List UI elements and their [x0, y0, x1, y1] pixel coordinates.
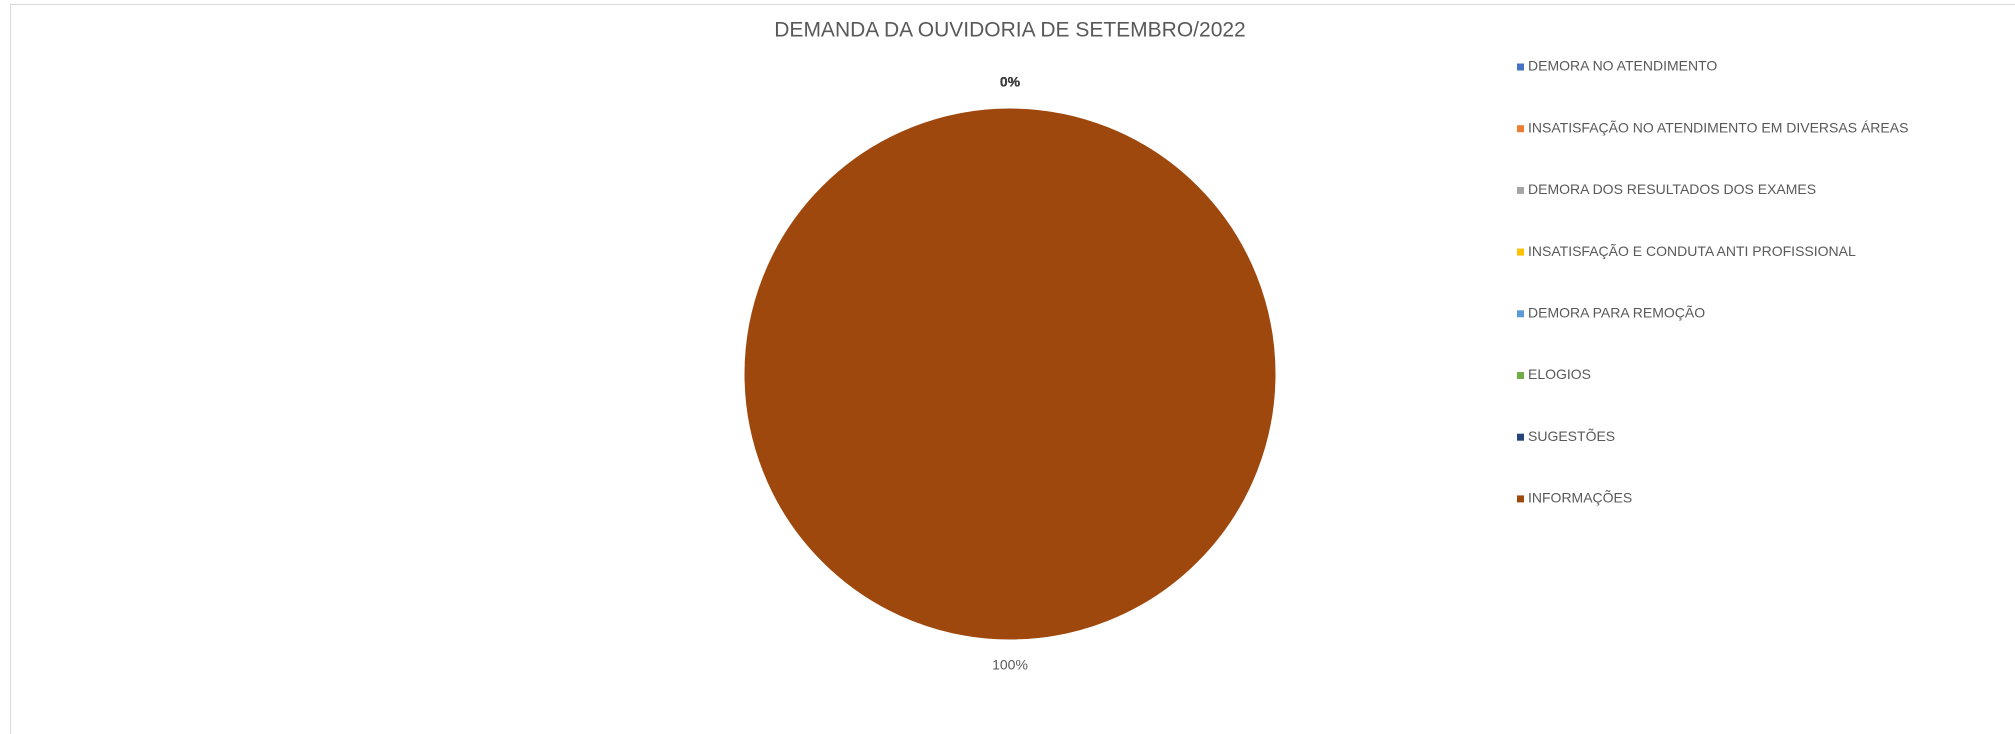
legend-swatch [1517, 495, 1524, 503]
data-label: 0% [1000, 74, 1021, 90]
legend-swatch [1517, 433, 1524, 441]
data-label: 0% [1000, 74, 1021, 90]
legend-swatch [1517, 372, 1524, 379]
data-label: 0% [1000, 74, 1021, 90]
data-label: 100% [992, 657, 1028, 673]
legend-swatch [1517, 310, 1524, 318]
chart-title: DEMANDA DA OUVIDORIA DE SETEMBRO/2022 [774, 19, 1245, 42]
legend-label: INSATISFAÇÃO E CONDUTA ANTI PROFISSIONAL [1528, 243, 1856, 259]
legend-label: SUGESTÕES [1528, 428, 1615, 444]
legend-label: INFORMAÇÕES [1528, 490, 1632, 506]
data-label: 0% [1000, 74, 1021, 90]
legend-swatch [1517, 125, 1524, 133]
data-label: 0% [1000, 74, 1021, 90]
data-label: 0% [1000, 74, 1021, 90]
legend-swatch [1517, 63, 1524, 71]
legend-label: DEMORA PARA REMOÇÃO [1528, 305, 1705, 321]
legend-swatch [1517, 186, 1524, 194]
pie-slice [741, 105, 1279, 643]
legend-swatch [1517, 248, 1524, 256]
legend-label: INSATISFAÇÃO NO ATENDIMENTO EM DIVERSAS … [1528, 119, 1908, 135]
legend-label: DEMORA DOS RESULTADOS DOS EXAMES [1528, 181, 1816, 197]
data-label: 0% [1000, 74, 1021, 90]
legend-label: DEMORA NO ATENDIMENTO [1528, 58, 1717, 74]
legend-label: ELOGIOS [1528, 366, 1591, 382]
